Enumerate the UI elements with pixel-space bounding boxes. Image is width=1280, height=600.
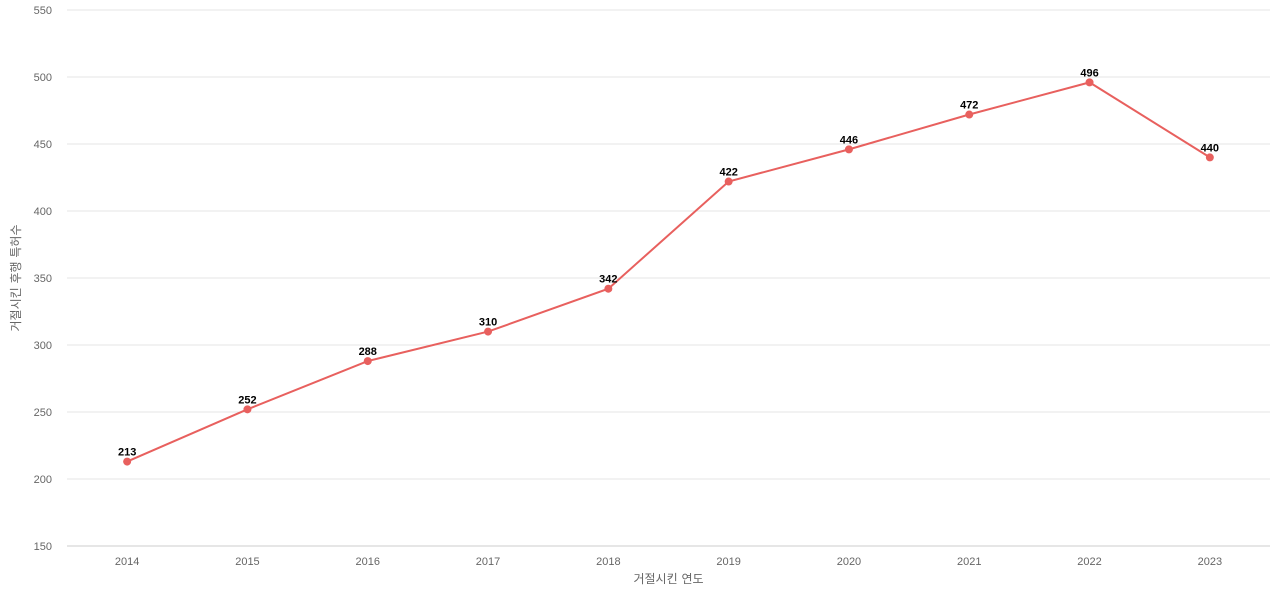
- data-point: [123, 457, 132, 466]
- y-axis-ticks: 150 200 250 300 350 400 450 500 550: [34, 5, 52, 553]
- y-tick-label: 400: [34, 206, 52, 218]
- series-line: [126, 81, 1211, 463]
- y-tick-label: 500: [34, 72, 52, 84]
- gridlines: [67, 9, 1270, 480]
- y-tick-label: 550: [34, 5, 52, 17]
- x-tick-label: 2016: [356, 556, 380, 568]
- data-point: [243, 405, 252, 414]
- data-label: 342: [599, 274, 617, 286]
- series-group: 213 252 288 310 342 422 446 472 496 440: [118, 67, 1219, 466]
- y-tick-label: 150: [34, 541, 52, 553]
- x-tick-label: 2022: [1077, 556, 1101, 568]
- y-tick-label: 200: [34, 474, 52, 486]
- x-tick-label: 2019: [716, 556, 740, 568]
- data-point: [724, 177, 733, 186]
- data-label: 288: [359, 346, 377, 358]
- data-label: 496: [1080, 67, 1098, 79]
- y-tick-label: 300: [34, 340, 52, 352]
- data-label: 252: [238, 394, 256, 406]
- x-tick-label: 2018: [596, 556, 620, 568]
- data-point: [1085, 78, 1094, 87]
- y-tick-label: 350: [34, 273, 52, 285]
- data-label: 440: [1201, 142, 1219, 154]
- data-label: 213: [118, 447, 136, 459]
- data-label: 422: [719, 167, 737, 179]
- data-point: [484, 327, 493, 336]
- data-point: [965, 110, 974, 119]
- data-point: [1205, 153, 1214, 162]
- y-tick-label: 450: [34, 139, 52, 151]
- data-label: 472: [960, 100, 978, 112]
- x-tick-label: 2017: [476, 556, 500, 568]
- data-point: [844, 145, 853, 154]
- x-tick-label: 2021: [957, 556, 981, 568]
- y-tick-label: 250: [34, 407, 52, 419]
- data-point: [604, 284, 613, 293]
- data-label: 310: [479, 317, 497, 329]
- x-axis-ticks: 2014 2015 2016 2017 2018 2019 2020 2021 2022 2023: [115, 556, 1222, 568]
- data-point: [363, 357, 372, 366]
- x-axis-title: 거절시킨 연도: [633, 572, 703, 586]
- y-axis-title: 거절시킨 후행 특허수: [8, 225, 23, 332]
- x-tick-label: 2014: [115, 556, 139, 568]
- x-tick-label: 2015: [235, 556, 259, 568]
- x-tick-label: 2023: [1198, 556, 1222, 568]
- data-label: 446: [840, 134, 858, 146]
- x-tick-label: 2020: [837, 556, 861, 568]
